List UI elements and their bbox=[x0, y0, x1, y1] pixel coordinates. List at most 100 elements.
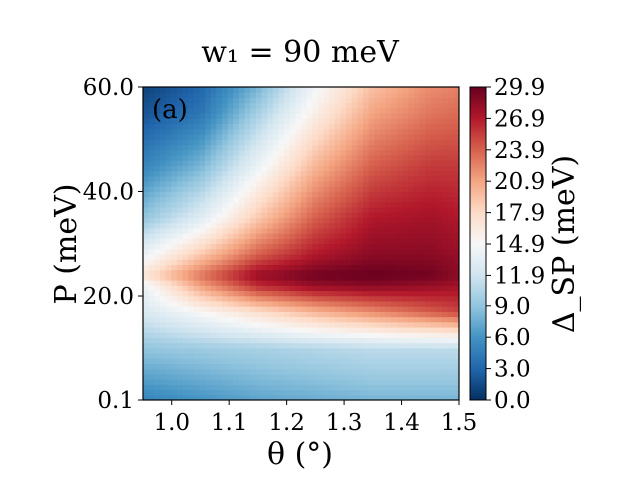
heatmap-cell bbox=[368, 384, 375, 391]
heatmap-cell bbox=[193, 248, 201, 255]
heatmap-cell bbox=[413, 87, 421, 93]
heatmap-cell bbox=[261, 212, 268, 219]
heatmap-cell bbox=[357, 384, 364, 391]
heatmap-cell bbox=[182, 139, 189, 145]
heatmap-cell bbox=[442, 290, 449, 297]
heatmap-cell bbox=[419, 353, 426, 359]
heatmap-cell bbox=[329, 373, 336, 380]
heatmap-cell bbox=[171, 144, 178, 151]
heatmap-cell bbox=[154, 165, 161, 172]
heatmap-cell bbox=[165, 186, 172, 192]
heatmap-cell bbox=[363, 196, 370, 203]
heatmap-cell bbox=[272, 222, 280, 229]
heatmap-cell bbox=[193, 342, 201, 349]
heatmap-cell bbox=[267, 128, 274, 135]
heatmap-cell bbox=[453, 217, 459, 224]
heatmap-cell bbox=[272, 186, 280, 192]
heatmap-cell bbox=[323, 316, 330, 323]
heatmap-cell bbox=[171, 300, 178, 307]
heatmap-cell bbox=[227, 274, 234, 281]
heatmap-cell bbox=[278, 92, 285, 99]
heatmap-cell bbox=[267, 102, 274, 109]
heatmap-cell bbox=[447, 274, 454, 281]
heatmap-cell bbox=[159, 175, 167, 182]
heatmap-cell bbox=[143, 363, 150, 370]
heatmap-cell bbox=[205, 238, 212, 245]
heatmap-cell bbox=[317, 389, 325, 396]
heatmap-cell bbox=[238, 384, 246, 391]
heatmap-cell bbox=[210, 212, 217, 219]
heatmap-cell bbox=[301, 139, 308, 145]
heatmap-cell bbox=[284, 363, 291, 370]
heatmap-cell bbox=[182, 389, 189, 396]
heatmap-cell bbox=[250, 269, 257, 276]
heatmap-cell bbox=[340, 373, 347, 380]
heatmap-cell bbox=[396, 206, 404, 213]
heatmap-cell bbox=[425, 186, 432, 192]
heatmap-cell bbox=[413, 212, 421, 219]
heatmap-cell bbox=[210, 384, 217, 391]
heatmap-cell bbox=[306, 332, 313, 338]
heatmap-cell bbox=[289, 285, 296, 292]
heatmap-cell bbox=[295, 253, 302, 260]
heatmap-cell bbox=[143, 165, 150, 172]
heatmap-cell bbox=[272, 243, 280, 250]
heatmap-cell bbox=[250, 332, 257, 338]
heatmap-cell bbox=[176, 253, 184, 260]
heatmap-cell bbox=[447, 201, 454, 208]
heatmap-cell bbox=[436, 259, 443, 265]
heatmap-cell bbox=[413, 238, 421, 245]
heatmap-cell bbox=[306, 87, 313, 93]
heatmap-cell bbox=[323, 128, 330, 135]
heatmap-cell bbox=[374, 154, 381, 161]
heatmap-cell bbox=[261, 87, 268, 93]
heatmap-cell bbox=[306, 342, 313, 349]
heatmap-cell bbox=[334, 191, 342, 198]
heatmap-cell bbox=[159, 113, 167, 119]
heatmap-cell bbox=[408, 107, 415, 114]
heatmap-cell bbox=[284, 186, 291, 192]
heatmap-cell bbox=[306, 259, 313, 265]
heatmap-cell bbox=[171, 389, 178, 396]
heatmap-cell bbox=[306, 102, 313, 109]
heatmap-cell bbox=[402, 316, 409, 323]
heatmap-cell bbox=[317, 149, 325, 156]
heatmap-cell bbox=[199, 233, 206, 239]
heatmap-cell bbox=[408, 353, 415, 359]
heatmap-cell bbox=[453, 353, 459, 359]
heatmap-cell bbox=[317, 300, 325, 307]
heatmap-cell bbox=[340, 102, 347, 109]
heatmap-cell bbox=[267, 222, 274, 229]
heatmap-cell bbox=[227, 389, 234, 396]
heatmap-cell bbox=[222, 332, 229, 338]
heatmap-cell bbox=[250, 306, 257, 312]
heatmap-cell bbox=[329, 102, 336, 109]
heatmap-cell bbox=[391, 102, 398, 109]
heatmap-cell bbox=[408, 306, 415, 312]
heatmap-cell bbox=[380, 306, 387, 312]
heatmap-cell bbox=[357, 269, 364, 276]
heatmap-cell bbox=[334, 342, 342, 349]
heatmap-cell bbox=[385, 92, 392, 99]
heatmap-cell bbox=[323, 170, 330, 177]
heatmap-cell bbox=[408, 170, 415, 177]
heatmap-cell bbox=[334, 170, 342, 177]
heatmap-cell bbox=[402, 123, 409, 130]
heatmap-cell bbox=[436, 175, 443, 182]
heatmap-cell bbox=[374, 222, 381, 229]
heatmap-cell bbox=[301, 269, 308, 276]
heatmap-cell bbox=[165, 139, 172, 145]
heatmap-cell bbox=[159, 274, 167, 281]
heatmap-cell bbox=[402, 342, 409, 349]
heatmap-cell bbox=[284, 175, 291, 182]
heatmap-cell bbox=[199, 368, 206, 375]
heatmap-cell bbox=[261, 253, 268, 260]
heatmap-cell bbox=[289, 321, 296, 328]
heatmap-cell bbox=[385, 102, 392, 109]
heatmap-cell bbox=[357, 212, 364, 219]
heatmap-cell bbox=[295, 280, 302, 286]
heatmap-cell bbox=[396, 337, 404, 344]
heatmap-cell bbox=[306, 253, 313, 260]
heatmap-cell bbox=[391, 379, 398, 385]
heatmap-cell bbox=[267, 269, 274, 276]
